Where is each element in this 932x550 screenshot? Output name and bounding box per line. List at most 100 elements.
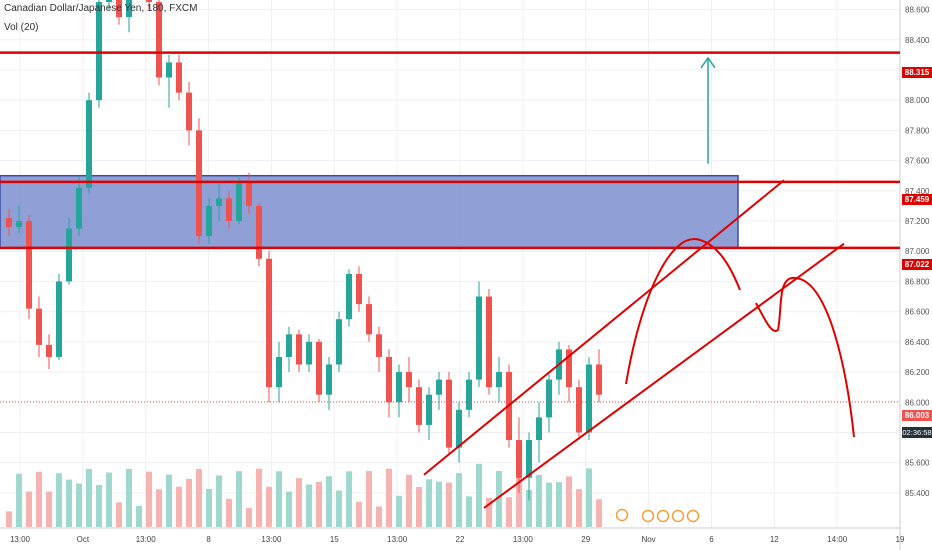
volume-bar bbox=[66, 479, 72, 527]
volume-bar bbox=[496, 471, 502, 527]
volume-bar bbox=[486, 497, 492, 527]
volume-bar bbox=[566, 476, 572, 527]
candle-body bbox=[326, 364, 332, 395]
event-marker-icon bbox=[615, 508, 629, 522]
volume-bar bbox=[36, 471, 42, 527]
channel-upper-line bbox=[423, 179, 785, 476]
projection-curve-2 bbox=[755, 276, 855, 438]
candle-body bbox=[46, 344, 52, 357]
candle-body bbox=[356, 273, 362, 305]
volume-bar bbox=[386, 468, 392, 527]
event-marker-icon bbox=[671, 509, 685, 523]
candle-body bbox=[146, 0, 152, 2]
candle-body bbox=[516, 440, 522, 478]
volume-bar bbox=[96, 484, 102, 527]
candle-body bbox=[336, 319, 342, 365]
volume-bar bbox=[116, 502, 122, 527]
x-tick-label: 14:00 bbox=[827, 535, 848, 544]
volume-bar bbox=[306, 484, 312, 527]
candle-body bbox=[416, 387, 422, 425]
x-tick-label: 13:00 bbox=[10, 535, 31, 544]
candle-body bbox=[36, 308, 42, 345]
volume-bar bbox=[236, 471, 242, 527]
x-tick-label: 6 bbox=[709, 535, 714, 544]
x-tick-label: 29 bbox=[581, 535, 590, 544]
event-marker-icon bbox=[686, 509, 700, 523]
volume-bar bbox=[576, 489, 582, 527]
candle-body bbox=[406, 372, 412, 388]
candle-body bbox=[276, 356, 282, 388]
volume-bar bbox=[526, 489, 532, 527]
candle-body bbox=[316, 341, 322, 395]
level-87022-label: 87.022 bbox=[902, 259, 932, 270]
candle-body bbox=[566, 349, 572, 388]
candle-body bbox=[396, 372, 402, 403]
y-tick-label: 86.400 bbox=[905, 338, 930, 347]
volume-bar bbox=[366, 471, 372, 527]
volume-bar bbox=[586, 468, 592, 527]
candle-body bbox=[116, 0, 122, 18]
event-marker-icon bbox=[656, 509, 670, 523]
candle-body bbox=[26, 221, 32, 309]
candle-body bbox=[156, 2, 162, 78]
volume-bar bbox=[516, 468, 522, 527]
volume-bar bbox=[216, 475, 222, 527]
y-tick-label: 87.800 bbox=[905, 126, 930, 135]
x-tick-label: 12 bbox=[770, 535, 779, 544]
x-tick-label: 13:00 bbox=[136, 535, 157, 544]
volume-bar bbox=[256, 468, 262, 527]
y-tick-label: 87.000 bbox=[905, 247, 930, 256]
y-tick-label: 86.000 bbox=[905, 398, 930, 407]
x-tick-label: 22 bbox=[456, 535, 465, 544]
candle-body bbox=[486, 296, 492, 388]
candle-body bbox=[496, 372, 502, 388]
volume-bar bbox=[546, 482, 552, 527]
target-arrow-head bbox=[700, 56, 716, 69]
volume-bar bbox=[446, 482, 452, 527]
x-tick-label: 13:00 bbox=[261, 535, 282, 544]
candle-body bbox=[236, 183, 242, 222]
candle-body bbox=[436, 379, 442, 395]
volume-bar bbox=[396, 495, 402, 527]
volume-bar bbox=[536, 474, 542, 527]
candle-body bbox=[86, 100, 92, 188]
volume-bar bbox=[406, 474, 412, 527]
candle-body bbox=[296, 334, 302, 365]
current-price-label: 86.003 bbox=[902, 410, 932, 421]
volume-bar bbox=[166, 474, 172, 527]
bar-countdown: 02:36:58 bbox=[902, 427, 932, 438]
candle-body bbox=[56, 281, 62, 357]
volume-bar bbox=[316, 481, 322, 527]
volume-bar bbox=[346, 471, 352, 527]
candle-body bbox=[66, 228, 72, 282]
candle-body bbox=[586, 364, 592, 433]
y-tick-label: 85.600 bbox=[905, 459, 930, 468]
volume-bar bbox=[6, 511, 12, 527]
y-tick-label: 87.200 bbox=[905, 217, 930, 226]
volume-bar bbox=[26, 491, 32, 527]
volume-bar bbox=[156, 489, 162, 527]
candle-body bbox=[546, 379, 552, 418]
candle-body bbox=[596, 364, 602, 395]
candle-body bbox=[126, 0, 132, 18]
volume-bar bbox=[106, 472, 112, 527]
volume-bar bbox=[376, 506, 382, 527]
volume-bar bbox=[186, 478, 192, 527]
y-tick-label: 88.600 bbox=[905, 6, 930, 15]
resistance-zone bbox=[0, 174, 739, 249]
candle-body bbox=[76, 187, 82, 229]
volume-bar bbox=[506, 497, 512, 527]
volume-bar bbox=[466, 496, 472, 527]
candle-body bbox=[16, 221, 22, 228]
candle-body bbox=[386, 356, 392, 403]
candle-body bbox=[256, 205, 262, 259]
volume-bar bbox=[126, 469, 132, 527]
volume-bar bbox=[336, 490, 342, 527]
volume-bar bbox=[296, 478, 302, 527]
candle-body bbox=[376, 334, 382, 357]
candle-body bbox=[96, 2, 102, 101]
x-tick-label: 13:00 bbox=[513, 535, 534, 544]
volume-bar bbox=[276, 471, 282, 527]
